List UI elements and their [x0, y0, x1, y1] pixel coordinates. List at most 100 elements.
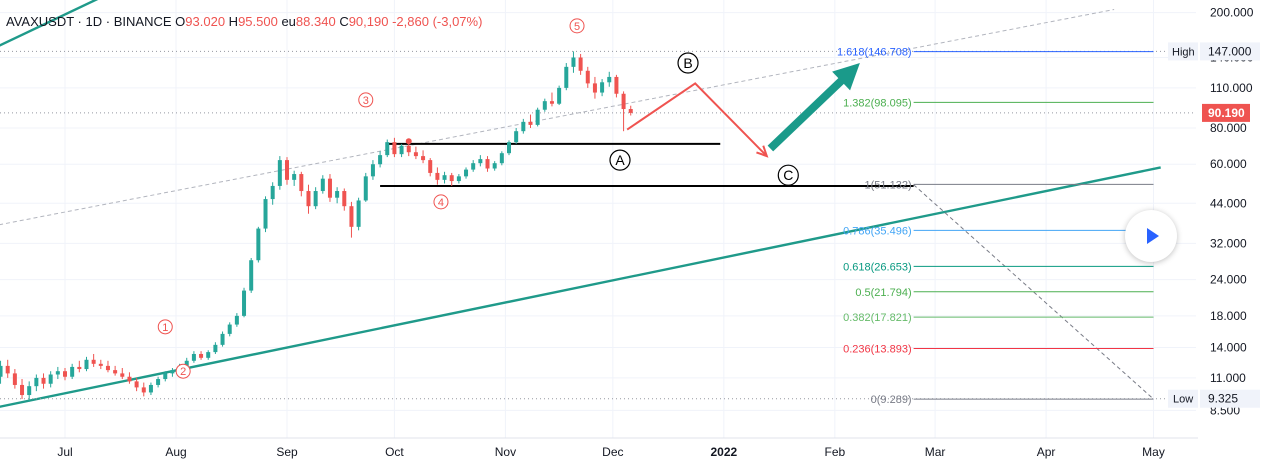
candle-body	[485, 159, 490, 169]
symbol-name[interactable]: AVAXUSDT	[6, 14, 74, 29]
candle-body	[206, 352, 211, 358]
price-tick-label: 110.000	[1210, 81, 1253, 95]
candle-body	[435, 172, 440, 180]
low-tag-background	[1168, 389, 1198, 408]
time-axis[interactable]: Jul Aug Sep Oct Nov Dec 2022 Feb Mar Apr May	[0, 437, 1198, 471]
candle-body	[227, 324, 232, 334]
candle-body	[392, 142, 397, 155]
high-value: 95.500	[238, 14, 278, 29]
current-price-background	[1202, 103, 1250, 122]
fib-level-label: 0.618(26.653)	[843, 261, 912, 273]
candle-body	[256, 228, 261, 261]
candle-body	[285, 160, 289, 180]
projection-layer	[626, 63, 860, 158]
fib-level-label: 0.5(21.794)	[855, 287, 911, 299]
fib-level-label: 1.382(98.095)	[843, 97, 912, 109]
fib-level-label: 0(9.289)	[871, 394, 912, 406]
candle-body	[27, 386, 32, 396]
price-tick-label: 44.000	[1210, 196, 1247, 210]
fib-level-label: 1.618(146.708)	[837, 47, 912, 59]
projection-arrowhead	[756, 145, 769, 158]
candle-body	[156, 379, 161, 385]
candle-body	[378, 155, 383, 165]
candle-body	[170, 370, 175, 374]
change-value: -2,860 (-3,07%)	[392, 14, 483, 29]
candle-body	[514, 131, 519, 143]
candle-body	[335, 191, 340, 198]
low-value-background	[1200, 389, 1260, 408]
time-tick-label: Jul	[57, 445, 72, 459]
candle-body	[578, 57, 583, 71]
alert-marker	[405, 138, 412, 145]
candle-body	[614, 76, 619, 94]
candle-body	[557, 87, 562, 104]
candle-body	[385, 142, 390, 156]
candle-body	[20, 384, 25, 396]
candle-body	[191, 353, 196, 361]
open-label: O	[175, 14, 186, 29]
current-price-label: 90.190	[1208, 106, 1245, 120]
price-axis[interactable]: 200.000140.000110.00080.00060.00044.0003…	[1168, 0, 1268, 471]
symbol-header: AVAXUSDT · 1D · BINANCE O93.020 H95.500 …	[6, 14, 482, 29]
price-tick-label: 24.000	[1210, 273, 1247, 287]
abc-label-circle	[609, 149, 631, 171]
candle-body	[471, 163, 476, 170]
candle-body	[356, 200, 361, 227]
open-value: 93.020	[185, 14, 226, 29]
time-tick-label: Aug	[165, 445, 186, 459]
candle-body	[299, 174, 304, 192]
high-value-label: 147.000	[1208, 44, 1252, 58]
candle-body	[442, 175, 447, 180]
timeframe[interactable]: 1D	[85, 14, 103, 29]
time-tick-label: Dec	[602, 445, 623, 459]
candle-body	[456, 176, 461, 182]
candle-body	[320, 178, 325, 192]
candle-body	[5, 365, 10, 374]
candle-body	[0, 365, 3, 377]
candle-body	[277, 160, 282, 186]
candle-body	[542, 101, 547, 110]
candle-body	[213, 344, 218, 353]
time-tick-label: Mar	[925, 445, 946, 459]
candles-layer	[0, 51, 633, 402]
elliott-wave-labels-layer: 1 2 3 4 5 A B C	[157, 18, 799, 379]
candle-body	[77, 366, 82, 370]
candle-body	[628, 109, 633, 113]
candle-body	[370, 164, 375, 177]
fib-level-label: 0.786(35.496)	[843, 225, 912, 237]
high-value-background	[1200, 42, 1260, 61]
candle-body	[406, 145, 411, 153]
candle-body	[313, 191, 318, 207]
wave-label-circle	[358, 92, 374, 108]
candle-body	[242, 290, 247, 316]
candle-body	[199, 353, 204, 358]
candle-body	[549, 101, 554, 104]
candle-body	[270, 185, 275, 200]
candle-body	[70, 366, 75, 377]
low-value: 88.340	[295, 14, 336, 29]
time-tick-label: 2022	[710, 445, 737, 459]
time-tick-label: Apr	[1037, 445, 1056, 459]
candle-body	[507, 142, 511, 154]
fib-level-label: 0.382(17.821)	[843, 312, 912, 324]
play-icon	[1147, 228, 1159, 244]
header-separator: ·	[77, 14, 82, 29]
fib-level-label: 1(51.132)	[865, 179, 912, 191]
wave-label-3: 3	[363, 95, 369, 107]
candle-body	[327, 178, 332, 198]
candle-body	[55, 371, 60, 375]
candle-body	[342, 191, 347, 207]
channel-line-lower	[0, 166, 1161, 408]
channel-line-upper	[0, 0, 99, 47]
play-button[interactable]	[1125, 210, 1177, 262]
candle-body	[521, 121, 526, 132]
diagonal-dashed-line	[913, 184, 1154, 400]
candle-body	[184, 360, 189, 366]
wave-label-4: 4	[438, 197, 444, 209]
candle-body	[127, 376, 132, 382]
price-tick-label: 14.000	[1210, 341, 1247, 355]
candle-body	[621, 93, 626, 110]
low-value-label: 9.325	[1208, 392, 1238, 406]
close-value: 90,190	[348, 14, 389, 29]
